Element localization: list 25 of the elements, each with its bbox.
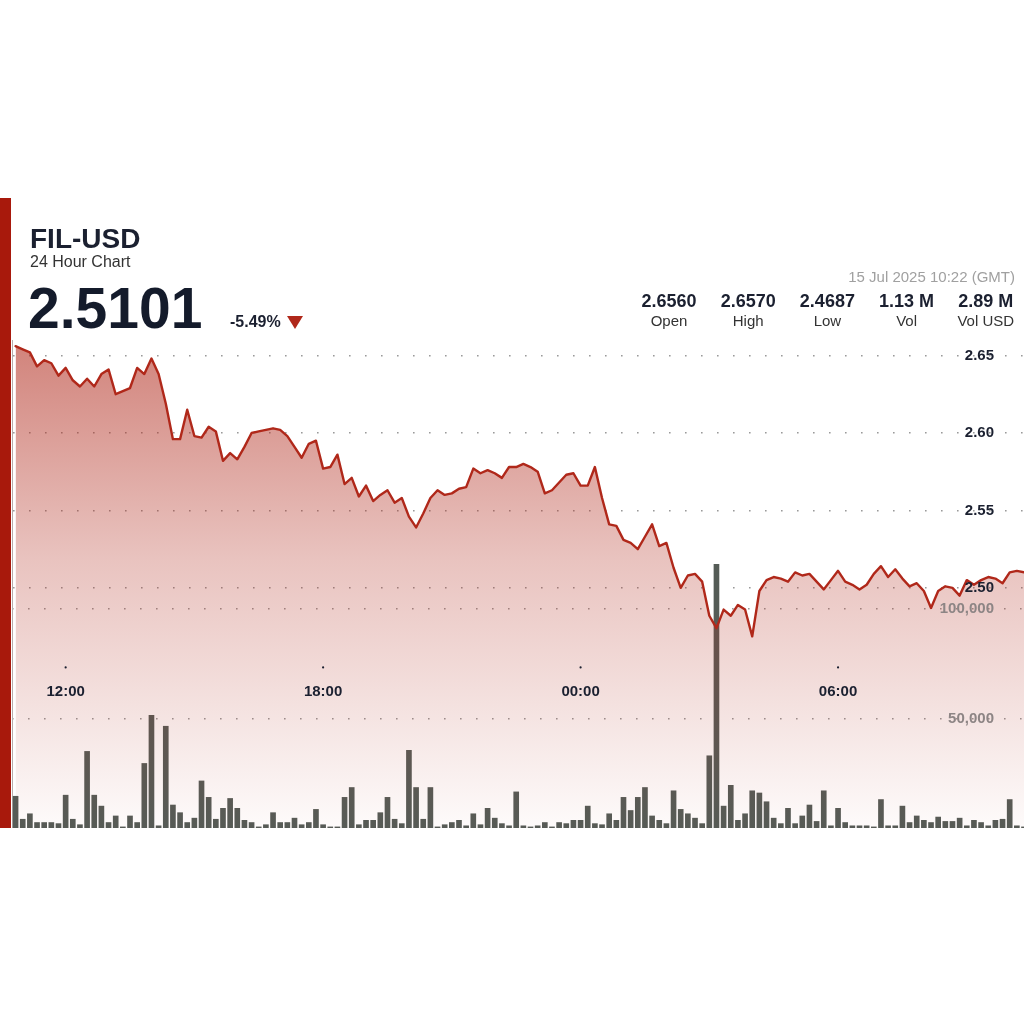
text: 2.4687 [798,290,856,311]
text: 1.13 M [878,290,936,311]
y-tick-label: 2.60 [964,423,994,441]
text: 2.5101 [28,275,203,340]
x-tick-label: 06:00 [818,681,858,699]
y2-tick-label: 50,000 [948,708,994,726]
text: 2.6560 [640,290,698,311]
chart-subtitle: 24 Hour Chart [30,253,131,271]
y-tick-label: 2.50 [964,578,994,596]
y2-tick-label: 100,000 [939,599,994,617]
y-tick-label: 2.55 [964,500,994,518]
text: Open [649,312,689,330]
x-tick-label: 00:00 [561,681,600,699]
text: Vol [895,312,918,330]
x-tick-label: 12:00 [46,681,85,699]
y-tick-label: 2.65 [964,345,994,363]
text: 15 Jul 2025 10:22 (GMT) [847,268,1015,286]
text: Vol USD [956,312,1016,330]
text: -5.49% [230,313,281,331]
chart-title: FIL-USD [30,223,141,255]
text: 2.6570 [719,290,777,311]
text: 2.89 M [957,290,1015,311]
text: Low [812,312,843,330]
text: High [731,312,765,330]
x-tick-label: 18:00 [303,681,343,699]
